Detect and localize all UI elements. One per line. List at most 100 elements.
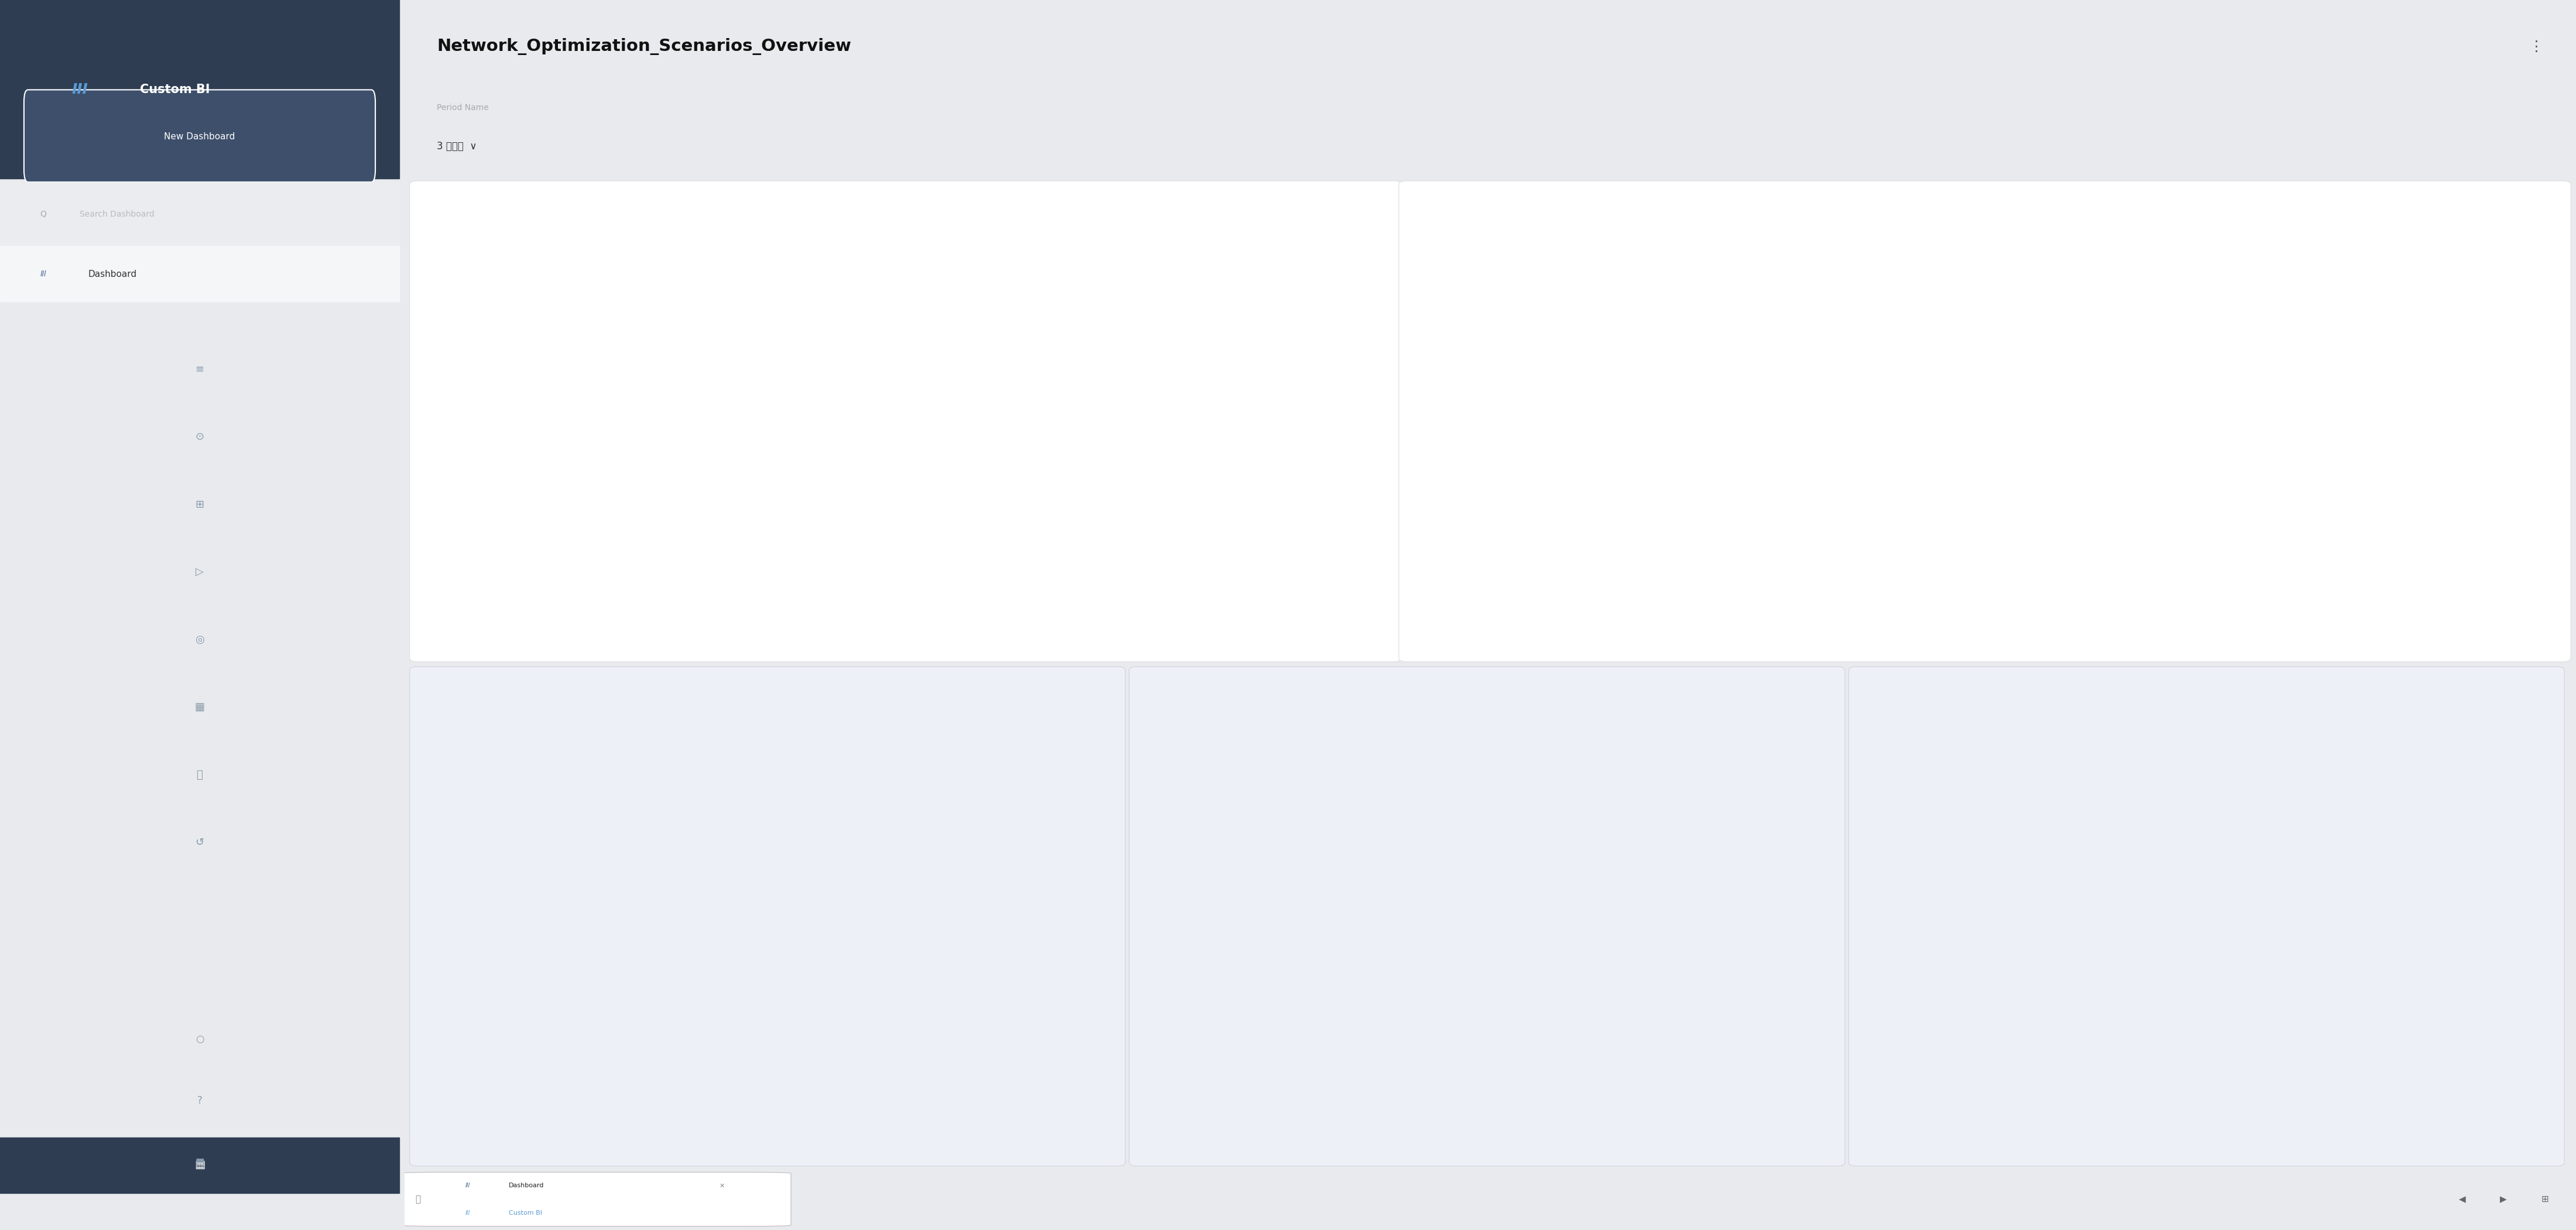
Text: ›: › — [649, 700, 659, 707]
Text: ?: ? — [196, 1096, 204, 1106]
Legend: Baseline, ScenarioA, ScenarioB, ScenarioC: Baseline, ScenarioA, ScenarioB, Scenario… — [451, 235, 675, 248]
Text: 1K: 1K — [2182, 551, 2190, 560]
Text: 4.47K: 4.47K — [1507, 271, 1528, 278]
Text: CZ_HH: CZ_HH — [781, 765, 801, 771]
Bar — [0, 1138, 399, 1193]
Text: 57 (4.9%): 57 (4.9%) — [951, 963, 981, 969]
Wedge shape — [1345, 829, 1620, 1114]
Text: 1.15K: 1.15K — [1909, 539, 1927, 547]
Text: 610 (69.0%): 610 (69.0%) — [1296, 1071, 1337, 1077]
Text: ▶: ▶ — [2499, 1194, 2506, 1204]
Bar — [2282, 562, 2354, 643]
Text: Baseline Sourcing: Baseline Sourcing — [443, 700, 523, 707]
Text: CZ_ZJJ: CZ_ZJJ — [2112, 765, 2133, 771]
Text: III: III — [72, 82, 88, 97]
Text: 🔒: 🔒 — [196, 770, 204, 780]
Wedge shape — [1486, 887, 1631, 1025]
Wedge shape — [626, 829, 793, 1114]
Text: ▷: ▷ — [196, 567, 204, 577]
Wedge shape — [768, 870, 907, 972]
Text: ↺: ↺ — [196, 838, 204, 847]
Wedge shape — [768, 972, 909, 1061]
Text: 102 (37.8%): 102 (37.8%) — [1996, 900, 2038, 907]
Bar — [1615, 320, 1687, 643]
Bar — [1749, 387, 1821, 643]
Text: lll: lll — [41, 271, 46, 278]
Text: New Dashboard: New Dashboard — [165, 132, 234, 141]
Bar — [1481, 282, 1553, 643]
Text: ›: › — [2259, 700, 2267, 707]
Wedge shape — [768, 972, 878, 1112]
Bar — [0, 246, 399, 301]
FancyBboxPatch shape — [399, 1172, 791, 1226]
Bar — [2148, 562, 2223, 643]
Wedge shape — [2107, 937, 2349, 1114]
Wedge shape — [2208, 829, 2344, 972]
Text: CZ_CD: CZ_CD — [1180, 765, 1200, 771]
Text: ◎: ◎ — [196, 635, 204, 645]
Text: CZ_YY2: CZ_YY2 — [675, 765, 698, 771]
Text: FDC_CD: FDC_CD — [677, 700, 711, 707]
Text: 4.00K: 4.00K — [1641, 309, 1662, 316]
Text: lll: lll — [466, 1183, 469, 1188]
Wedge shape — [1486, 829, 1602, 972]
Text: 57 (21.1%): 57 (21.1%) — [2318, 825, 2354, 830]
Text: FDC_ZJJ: FDC_ZJJ — [2285, 700, 2318, 707]
Text: ⋮: ⋮ — [2530, 39, 2543, 54]
Text: 3 已选中  ∨: 3 已选中 ∨ — [438, 141, 477, 151]
Text: ⊞: ⊞ — [196, 499, 204, 509]
Text: ›: › — [1540, 700, 1548, 707]
Bar — [0, 0, 399, 178]
Text: ◀: ◀ — [2458, 1194, 2465, 1204]
Bar — [2014, 557, 2089, 643]
Text: 111 (41.1%): 111 (41.1%) — [2298, 1127, 2339, 1133]
Text: Q: Q — [41, 210, 46, 218]
Bar — [0, 182, 399, 246]
Text: Baseline FDC Transportation Volumes(DESC): Baseline FDC Transportation Volumes(DESC… — [1448, 199, 1692, 210]
Text: CZ_YY: CZ_YY — [567, 765, 587, 771]
Text: 610 (52.9%): 610 (52.9%) — [546, 985, 585, 991]
Text: lll: lll — [466, 1210, 469, 1215]
FancyBboxPatch shape — [23, 90, 376, 182]
Text: ⬒: ⬒ — [196, 1157, 204, 1167]
Text: 1.07K: 1.07K — [2043, 546, 2061, 554]
Text: CZ_CD: CZ_CD — [461, 765, 482, 771]
Text: Period Name: Period Name — [438, 103, 489, 112]
Text: 102 (8.8%): 102 (8.8%) — [935, 1039, 971, 1046]
Wedge shape — [768, 945, 909, 989]
Wedge shape — [2063, 829, 2208, 1074]
Text: Search Dashboard: Search Dashboard — [80, 210, 155, 218]
Bar — [956, 443, 1074, 1230]
Text: ○: ○ — [196, 1034, 204, 1044]
Text: 143 (12.4%): 143 (12.4%) — [837, 800, 876, 806]
Text: 3.16K: 3.16K — [1775, 376, 1795, 384]
Bar — [1880, 550, 1955, 643]
Text: Dashboard: Dashboard — [507, 1183, 544, 1188]
Text: Custom BI: Custom BI — [139, 84, 209, 96]
Text: ScenarioC Sourcing with New FDC: ScenarioC Sourcing with New FDC — [1164, 700, 1311, 707]
Bar — [1172, 536, 1293, 1230]
Text: CZ_ZJJ: CZ_ZJJ — [889, 765, 907, 771]
Text: ≡: ≡ — [196, 364, 204, 374]
Text: ⊙: ⊙ — [196, 432, 204, 442]
Text: CZ_XX: CZ_XX — [994, 765, 1015, 771]
Text: 1K: 1K — [2313, 551, 2324, 560]
Bar — [737, 335, 855, 1230]
Legend: Baseline: Baseline — [1440, 235, 1499, 248]
Text: ↗: ↗ — [1345, 199, 1352, 210]
Text: 0K: 0K — [2447, 632, 2458, 640]
Text: Total Transportation Cost Across Scenarios: Total Transportation Cost Across Scenari… — [459, 199, 693, 210]
Bar — [518, 416, 639, 1230]
Text: 131 (11.4%): 131 (11.4%) — [860, 1125, 902, 1132]
Text: ▦: ▦ — [193, 1159, 206, 1171]
Text: 111 (9.6%): 111 (9.6%) — [927, 883, 963, 888]
Text: Dashboard: Dashboard — [88, 269, 137, 279]
Text: 143 (16.2%): 143 (16.2%) — [1669, 945, 1708, 951]
Text: CZ_HH: CZ_HH — [1899, 765, 1919, 771]
Text: Custom BI: Custom BI — [507, 1210, 541, 1215]
Text: ⓘ: ⓘ — [415, 1194, 420, 1204]
Text: Network_Optimization_Scenarios_Overview: Network_Optimization_Scenarios_Overview — [438, 38, 853, 55]
Text: ScenarioC Sourcing with New FDC: ScenarioC Sourcing with New FDC — [1883, 700, 2032, 707]
Text: ▦: ▦ — [196, 702, 204, 712]
Text: CZ_YY: CZ_YY — [1394, 765, 1412, 771]
